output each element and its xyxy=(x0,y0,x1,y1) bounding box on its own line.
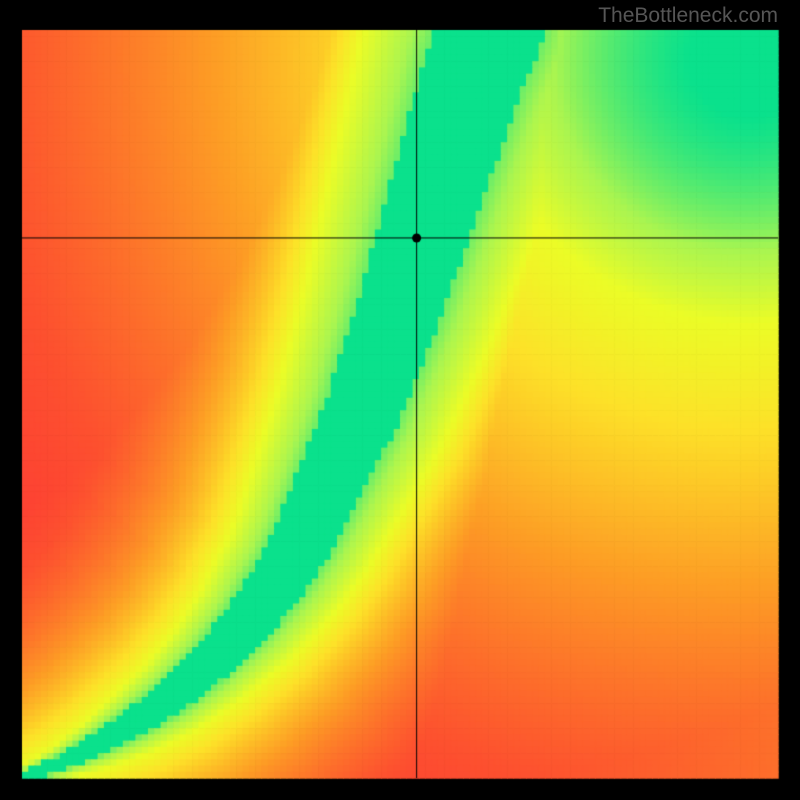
watermark-text: TheBottleneck.com xyxy=(598,4,778,28)
bottleneck-heatmap xyxy=(0,0,800,800)
chart-container: TheBottleneck.com xyxy=(0,0,800,800)
